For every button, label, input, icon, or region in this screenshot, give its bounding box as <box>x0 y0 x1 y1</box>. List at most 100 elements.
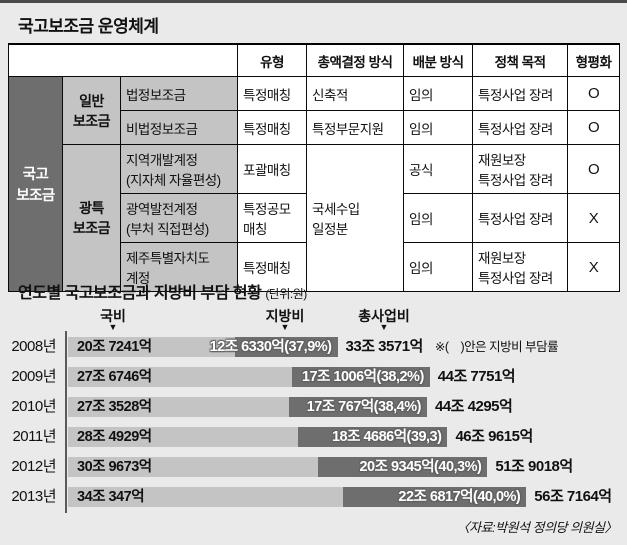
down-arrow-icon: ▼ <box>379 322 389 332</box>
type-cell: 특정매칭 <box>237 110 308 145</box>
gov-bar: 28조 4929억 <box>68 427 299 447</box>
local-amount-label: 17조 767억(38,4%) <box>306 399 422 415</box>
type-cell: 특정매칭 <box>237 76 308 111</box>
gov-amount-label: 30조 9673억 <box>77 459 152 475</box>
year-label: 2009년 <box>11 368 56 385</box>
total-amount-label: 44조 4295억 <box>434 398 513 415</box>
series-label-total: 총사업비 <box>358 308 410 324</box>
equity-cell: X <box>567 242 621 292</box>
allocation-cell: 임의 <box>403 76 474 111</box>
col-header-total-method: 총액결정 방식 <box>306 43 405 77</box>
name-cell: 제주특별자치도 계정 <box>119 242 239 292</box>
chart-row-2009년: 2009년 27조 6746억 17조 1006억(38,2%) 44조 7751억 <box>0 367 627 387</box>
total-amount-label: 44조 7751억 <box>437 368 516 385</box>
subsidy-operation-table: 유형 총액결정 방식 배분 방식 정책 목적 형평화 국고 보조금 일반 보조금… <box>7 43 621 292</box>
chart-title-text: 연도별 국고보조금과 지방비 부담 현황 <box>18 285 262 302</box>
chart-row-2012년: 2012년 30조 9673억 20조 9345억(40,3%) 51조 9018억 <box>0 457 627 477</box>
local-bar: 18조 4686억(39,3) <box>298 427 448 447</box>
policy-cell: 재원보장 특정사업 장려 <box>472 242 569 292</box>
equity-cell: X <box>567 193 621 243</box>
total-method-merged-cell: 국세수입 일정분 <box>306 144 405 292</box>
local-amount-label: 18조 4686억(39,3) <box>331 429 442 445</box>
col-header-allocation: 배분 방식 <box>403 43 474 77</box>
policy-cell: 재원보장 특정사업 장려 <box>472 144 569 194</box>
chart-unit-label: (단위:원) <box>265 287 307 301</box>
table-row: 광역발전계정 (부처 직접편성) 특정공모 매칭 임의 특정사업 장려 X <box>9 193 621 243</box>
type-cell: 특정매칭 <box>237 242 308 292</box>
total-amount-label: 46조 9615억 <box>455 428 533 445</box>
down-arrow-icon: ▼ <box>108 322 118 332</box>
total-amount-label: 51조 9018억 <box>495 458 573 475</box>
chart-row-2008년: 2008년 20조 7241억 12조 6330억(37,9%) 33조 3571억 ※… <box>0 337 627 357</box>
allocation-cell: 임의 <box>403 242 474 292</box>
gov-bar: 30조 9673억 <box>68 457 319 477</box>
gov-amount-label: 27조 6746억 <box>77 369 152 385</box>
subgroup-cell-general: 일반 보조금 <box>62 76 121 145</box>
col-header-policy: 정책 목적 <box>472 43 569 77</box>
year-label: 2008년 <box>11 338 56 355</box>
group-cell-national-subsidy: 국고 보조금 <box>8 76 63 292</box>
down-arrow-icon: ▼ <box>280 322 290 332</box>
table-row: 제주특별자치도 계정 특정매칭 임의 재원보장 특정사업 장려 X <box>9 242 621 292</box>
top-rule-divider <box>0 0 627 3</box>
table-row: 국고 보조금 일반 보조금 법정보조금 특정매칭 신축적 임의 특정사업 장려 … <box>8 76 621 292</box>
gov-amount-label: 34조 347억 <box>77 489 145 505</box>
series-label-gov: 국비 <box>100 308 126 324</box>
equity-cell: O <box>567 76 621 111</box>
allocation-cell: 공식 <box>403 144 474 194</box>
gov-bar: 27조 3528억 <box>68 397 289 417</box>
local-bar: 22조 6817억(40,0%) <box>343 487 527 507</box>
series-label-local: 지방비 <box>265 308 305 324</box>
total-method-cell: 특정부문지원 <box>306 110 405 145</box>
name-cell: 법정보조금 <box>119 76 239 111</box>
local-amount-label: 22조 6817억(40,0%) <box>398 489 521 505</box>
policy-cell: 특정사업 장려 <box>472 193 569 243</box>
equity-cell: O <box>567 144 621 194</box>
type-cell: 특정공모 매칭 <box>237 193 308 243</box>
chart-section-title: 연도별 국고보조금과 지방비 부담 현황 (단위:원) <box>18 279 307 303</box>
total-method-cell: 신축적 <box>306 76 405 111</box>
gov-amount-label: 27조 3528억 <box>77 399 152 415</box>
type-cell: 포괄매칭 <box>237 144 308 194</box>
chart-row-2011년: 2011년 28조 4929억 18조 4686억(39,3) 46조 9615억 <box>0 427 627 447</box>
chart-row-2013년: 2013년 34조 347억 22조 6817억(40,0%) 56조 7164억 <box>0 487 627 507</box>
local-bar: 17조 767억(38,4%) <box>289 397 427 417</box>
col-header-type: 유형 <box>237 43 308 77</box>
policy-cell: 특정사업 장려 <box>472 110 569 145</box>
table-row: 비법정보조금 특정매칭 특정부문지원 임의 특정사업 장려 O <box>9 110 621 145</box>
local-amount-label: 12조 6330억(37,9%) <box>209 339 332 355</box>
year-label: 2012년 <box>11 458 56 475</box>
gov-amount-label: 20조 7241억 <box>77 339 152 355</box>
name-cell: 비법정보조금 <box>119 110 239 145</box>
local-bar: 20조 9345억(40,3%) <box>318 457 488 477</box>
year-label: 2010년 <box>11 398 56 415</box>
gov-bar: 20조 7241억 <box>68 337 236 357</box>
local-share-note: ※( )안은 지방비 부담률 <box>434 340 559 354</box>
subgroup-cell-special: 광특 보조금 <box>62 144 121 292</box>
table-section-title: 국고보조금 운영체계 <box>18 17 159 36</box>
chart-axis-line <box>65 331 67 513</box>
chart-rows: 2008년 20조 7241억 12조 6330억(37,9%) 33조 3571억 ※… <box>0 337 627 517</box>
local-amount-label: 20조 9345억(40,3%) <box>359 459 482 475</box>
total-amount-label: 56조 7164억 <box>534 488 612 505</box>
local-bar: 17조 1006억(38,2%) <box>291 367 430 387</box>
source-credit: 〈자료:박원석 정의당 의원실〉 <box>456 520 618 535</box>
gov-bar: 27조 6746억 <box>68 367 292 387</box>
name-cell: 지역개발계정 (지자체 자율편성) <box>119 144 239 194</box>
equity-cell: O <box>567 110 621 145</box>
local-amount-label: 17조 1006억(38,2%) <box>301 369 424 385</box>
total-amount-label: 33조 3571억 ※( )안은 지방비 부담률 <box>345 338 559 355</box>
gov-bar: 34조 347억 <box>68 487 343 507</box>
year-label: 2013년 <box>11 488 56 505</box>
table-header-row: 유형 총액결정 방식 배분 방식 정책 목적 형평화 <box>7 43 621 77</box>
table-row: 광특 보조금 지역개발계정 (지자체 자율편성) 포괄매칭 국세수입 일정분 공… <box>9 144 621 292</box>
gov-amount-label: 28조 4929억 <box>77 429 152 445</box>
allocation-cell: 임의 <box>403 193 474 243</box>
allocation-cell: 임의 <box>403 110 474 145</box>
empty-header-cell <box>7 43 239 77</box>
local-bar: 12조 6330억(37,9%) <box>210 337 338 357</box>
name-cell: 광역발전계정 (부처 직접편성) <box>119 193 239 243</box>
chart-row-2010년: 2010년 27조 3528억 17조 767억(38,4%) 44조 4295억 <box>0 397 627 417</box>
year-label: 2011년 <box>12 428 56 445</box>
